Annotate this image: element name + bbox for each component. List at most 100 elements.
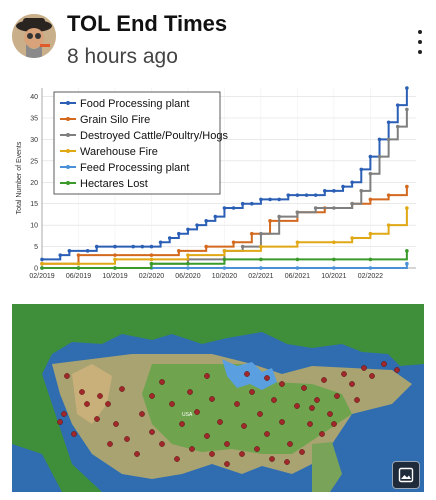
map-label-usa: USA	[182, 412, 193, 418]
map-event-marker	[287, 441, 293, 447]
series-point	[386, 120, 391, 125]
series-point	[149, 244, 154, 249]
x-tick-label: 10/2020	[212, 273, 237, 280]
map-event-marker	[354, 397, 360, 403]
series-point	[377, 154, 382, 159]
series-point	[250, 201, 254, 206]
series-point	[322, 189, 327, 193]
series-point	[113, 257, 117, 262]
legend-marker	[66, 149, 70, 153]
map-event-marker	[174, 456, 180, 462]
map-event-marker	[124, 436, 130, 442]
x-tick-label: 06/2019	[66, 273, 91, 280]
y-tick-label: 15	[30, 201, 38, 208]
legend-box	[53, 91, 221, 195]
map-event-marker	[244, 371, 250, 377]
series-point	[368, 257, 373, 262]
series-point	[40, 257, 44, 262]
map-event-marker	[279, 381, 285, 387]
map-event-marker	[249, 389, 255, 395]
series-point	[295, 193, 300, 197]
series-point	[222, 257, 227, 262]
series-line	[42, 250, 408, 269]
series-point	[304, 193, 309, 197]
map-event-marker	[284, 459, 290, 465]
series-point	[131, 244, 136, 249]
y-tick-label: 25	[30, 158, 38, 165]
x-tick-label: 10/2019	[102, 273, 127, 280]
series-point	[240, 244, 245, 249]
map-event-marker	[381, 361, 387, 367]
series-point	[350, 180, 354, 185]
map-event-marker	[264, 375, 270, 381]
series-point	[259, 231, 263, 236]
series-point	[386, 193, 391, 197]
map-event-marker	[61, 411, 67, 417]
us-map-image[interactable]: USA	[12, 304, 424, 492]
author-name[interactable]: TOL End Times	[67, 11, 228, 36]
x-tick-label: 02/2019	[29, 273, 54, 280]
y-tick-label: 0	[34, 266, 38, 273]
series-point	[58, 253, 63, 257]
series-point	[295, 240, 300, 245]
legend-marker	[66, 181, 70, 185]
series-point	[259, 257, 263, 262]
series-point	[204, 244, 208, 249]
legend-label: Hectares Lost	[80, 178, 148, 190]
y-tick-label: 10	[30, 223, 38, 230]
map-event-marker	[369, 373, 375, 379]
x-tick-label: 10/2021	[321, 273, 346, 280]
series-point	[405, 184, 409, 189]
author-avatar[interactable]	[12, 14, 56, 58]
map-event-marker	[224, 461, 230, 467]
image-gallery-icon[interactable]	[392, 461, 420, 489]
map-event-marker	[331, 421, 337, 427]
series-point	[295, 210, 300, 215]
post-timestamp: 8 hours ago	[67, 45, 178, 68]
series-point	[76, 266, 81, 270]
series-point	[277, 214, 281, 219]
map-event-marker	[321, 377, 327, 383]
map-event-marker	[319, 431, 325, 437]
series-point	[186, 261, 190, 266]
series-point	[76, 253, 81, 257]
series-point	[286, 193, 291, 197]
more-vert-icon[interactable]	[416, 30, 424, 54]
series-point	[332, 240, 336, 245]
map-event-marker	[139, 411, 145, 417]
chart-svg: 0 5 10 15 20 25 30 35 40 02/2019 06/2019 10/2019 02/…	[16, 86, 416, 280]
series-point	[368, 154, 373, 159]
series-point	[332, 266, 336, 270]
map-event-marker	[269, 456, 275, 462]
map-event-marker	[113, 421, 119, 427]
map-event-marker	[105, 401, 111, 407]
legend-label: Feed Processing plant	[80, 162, 189, 174]
series-point	[186, 266, 190, 270]
series-point	[40, 266, 44, 270]
map-event-marker	[239, 451, 245, 457]
series-point	[94, 244, 99, 249]
map-event-marker	[361, 365, 367, 371]
series-point	[368, 231, 373, 236]
map-event-marker	[299, 449, 305, 455]
series-point	[350, 201, 354, 206]
series-point	[186, 227, 190, 232]
map-event-marker	[97, 393, 103, 399]
series-point	[259, 266, 263, 270]
series-point	[277, 197, 281, 202]
series-point	[386, 223, 391, 227]
map-event-marker	[107, 441, 113, 447]
x-tick-label: 02/2022	[358, 273, 383, 280]
map-event-marker	[209, 396, 215, 402]
series-line	[42, 109, 408, 269]
series-point	[405, 261, 409, 266]
series-point	[359, 189, 364, 193]
series-point	[240, 201, 245, 206]
series-point	[350, 236, 354, 240]
map-event-marker	[134, 451, 140, 457]
map-event-marker	[149, 393, 155, 399]
series-point	[167, 236, 172, 240]
post-header: TOL End Times 8 hours ago	[0, 0, 436, 80]
events-chart: 0 5 10 15 20 25 30 35 40 02/2019 06/2019 10/2019 02/…	[12, 80, 424, 300]
map-event-marker	[79, 389, 85, 395]
